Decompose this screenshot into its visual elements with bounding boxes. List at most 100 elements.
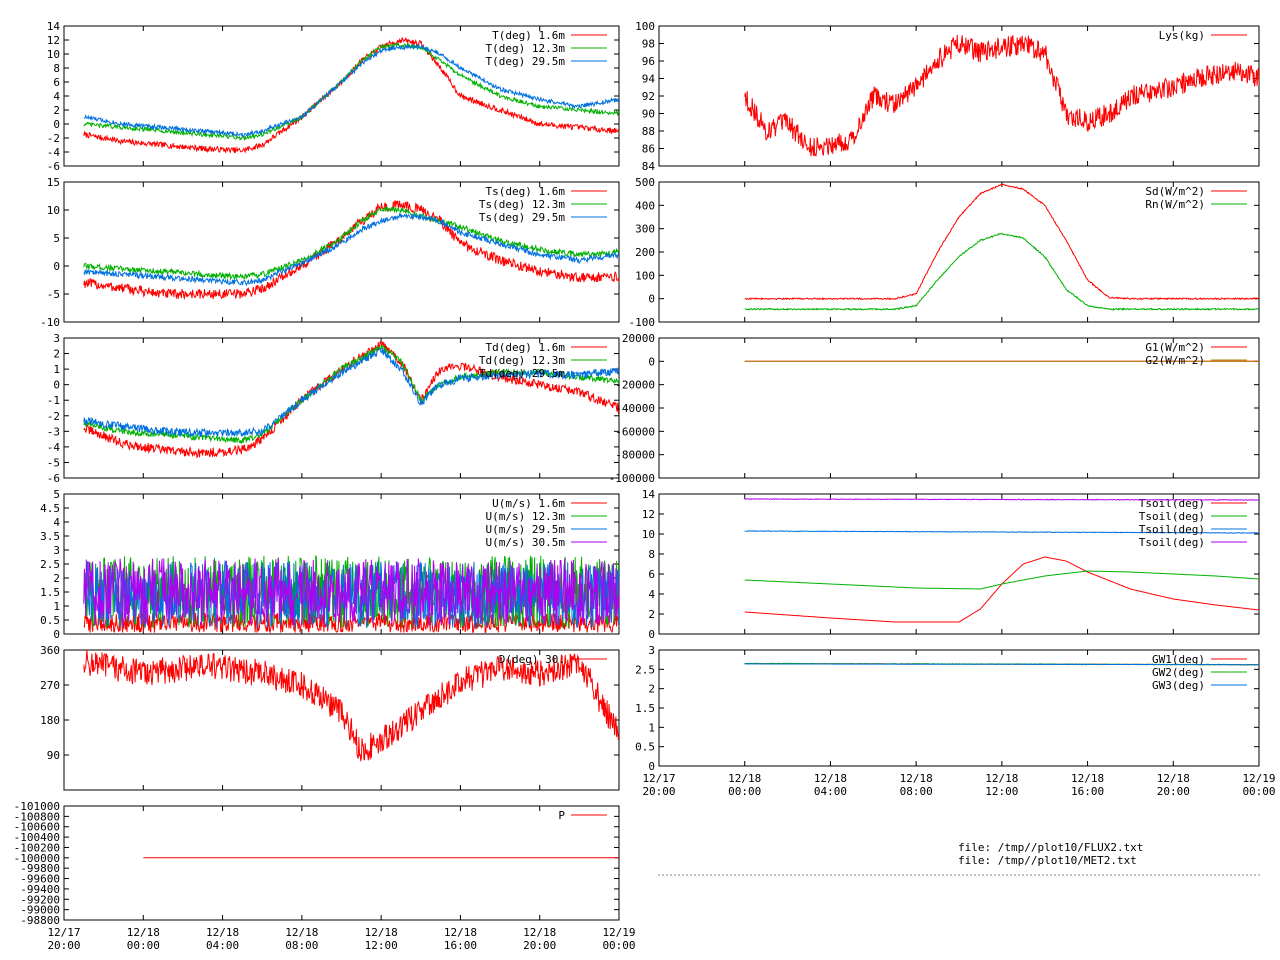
y-tick-label: -99400 bbox=[20, 883, 60, 896]
y-tick-label: 0 bbox=[53, 628, 60, 641]
x-tick-label-date: 12/18 bbox=[728, 772, 761, 785]
legend-label: Td(deg) 12.3m bbox=[479, 354, 565, 367]
y-tick-label: 84 bbox=[642, 160, 656, 173]
series-line-soil-temp-1 bbox=[744, 570, 1259, 590]
x-tick-label-time: 00:00 bbox=[1242, 785, 1275, 798]
y-tick-label: 90 bbox=[642, 108, 655, 121]
y-tick-label: 1.5 bbox=[635, 702, 655, 715]
y-tick-label: -4 bbox=[47, 146, 61, 159]
legend-label: T(deg) 29.5m bbox=[486, 55, 566, 68]
y-tick-label: 98 bbox=[642, 38, 655, 51]
y-tick-label: 3.5 bbox=[40, 530, 60, 543]
y-tick-label: 200 bbox=[635, 246, 655, 259]
series-line-sonic-temp-1 bbox=[83, 205, 619, 282]
series-line-ground-water-2 bbox=[744, 663, 1259, 666]
y-tick-label: 2 bbox=[648, 683, 655, 696]
x-tick-label-date: 12/18 bbox=[365, 926, 398, 939]
y-tick-label: -100000 bbox=[609, 472, 655, 485]
y-tick-label: -3 bbox=[47, 425, 60, 438]
series-line-radiation-0 bbox=[744, 183, 1259, 301]
x-tick-label-time: 08:00 bbox=[900, 785, 933, 798]
y-tick-label: -98800 bbox=[20, 914, 60, 927]
y-tick-label: 0.5 bbox=[40, 614, 60, 627]
x-tick-label-time: 12:00 bbox=[365, 939, 398, 952]
y-tick-label: -100400 bbox=[14, 831, 60, 844]
y-tick-label: -100800 bbox=[14, 810, 60, 823]
y-tick-label: -99200 bbox=[20, 893, 60, 906]
y-tick-label: 300 bbox=[635, 223, 655, 236]
y-tick-label: 0.5 bbox=[635, 741, 655, 754]
y-tick-label: -6 bbox=[47, 160, 60, 173]
legend-label: Tsoil(deg) bbox=[1139, 510, 1205, 523]
series-line-air-temp-1 bbox=[83, 42, 619, 142]
x-tick-label-time: 16:00 bbox=[1071, 785, 1104, 798]
y-tick-label: 8 bbox=[53, 62, 60, 75]
x-tick-label-date: 12/18 bbox=[985, 772, 1018, 785]
y-tick-label: -10 bbox=[40, 316, 60, 329]
y-tick-label: 1 bbox=[53, 600, 60, 613]
y-tick-label: 90 bbox=[47, 749, 60, 762]
y-tick-label: 96 bbox=[642, 55, 655, 68]
y-tick-label: 4 bbox=[53, 90, 60, 103]
y-tick-label: 0 bbox=[648, 355, 655, 368]
y-tick-label: 12 bbox=[47, 34, 60, 47]
y-tick-label: 5 bbox=[53, 232, 60, 245]
y-tick-label: 3 bbox=[648, 644, 655, 657]
y-tick-label: 400 bbox=[635, 199, 655, 212]
legend-label: Ts(deg) 12.3m bbox=[479, 198, 565, 211]
x-tick-label-time: 12:00 bbox=[985, 785, 1018, 798]
y-tick-label: -99800 bbox=[20, 862, 60, 875]
y-tick-label: 4.5 bbox=[40, 502, 60, 515]
legend-label: T(deg) 12.3m bbox=[486, 42, 566, 55]
x-tick-label-date: 12/18 bbox=[285, 926, 318, 939]
y-tick-label: 10 bbox=[47, 48, 60, 61]
legend-label: Sd(W/m^2) bbox=[1145, 185, 1205, 198]
y-tick-label: 360 bbox=[40, 644, 60, 657]
y-tick-label: 0 bbox=[53, 379, 60, 392]
series-line-air-temp-2 bbox=[83, 43, 619, 138]
y-tick-label: 3 bbox=[53, 332, 60, 345]
y-tick-label: 5 bbox=[53, 488, 60, 501]
x-tick-label-time: 20:00 bbox=[523, 939, 556, 952]
x-tick-label-date: 12/18 bbox=[1071, 772, 1104, 785]
chart-radiation: -100 0 100 200 300 400 500 Sd(W/m^2)Rn(W/m^2) bbox=[629, 176, 1260, 329]
legend-label: T(deg) 1.6m bbox=[492, 29, 565, 42]
y-tick-label: 88 bbox=[642, 125, 655, 138]
y-tick-label: 14 bbox=[47, 20, 61, 33]
y-tick-label: 2 bbox=[53, 572, 60, 585]
y-tick-label: -4 bbox=[47, 441, 61, 454]
y-tick-label: 12 bbox=[642, 508, 655, 521]
x-tick-label-date: 12/17 bbox=[642, 772, 675, 785]
series-line-sonic-temp-2 bbox=[83, 212, 619, 287]
legend-label: G1(W/m^2) bbox=[1145, 341, 1205, 354]
y-tick-label: 92 bbox=[642, 90, 655, 103]
x-tick-label-date: 12/19 bbox=[602, 926, 635, 939]
legend-label: Ts(deg) 29.5m bbox=[479, 211, 565, 224]
y-tick-label: 86 bbox=[642, 143, 655, 156]
series-line-radiation-1 bbox=[744, 232, 1259, 312]
chart-wind-dir: 90 180 270 360 D(deg) 30. bbox=[40, 644, 620, 791]
x-tick-label-time: 20:00 bbox=[47, 939, 80, 952]
chart-ground-flux: -100000 -80000 -60000 -40000 -20000 0 20000 G1(… bbox=[609, 332, 1260, 485]
x-tick-label-date: 12/18 bbox=[127, 926, 160, 939]
series-line-soil-temp-0 bbox=[744, 556, 1259, 623]
y-tick-label: 2 bbox=[648, 608, 655, 621]
y-tick-label: 2 bbox=[53, 104, 60, 117]
file-label-flux: file: /tmp//plot10/FLUX2.txt bbox=[958, 841, 1144, 854]
legend-label: GW2(deg) bbox=[1152, 666, 1205, 679]
y-tick-label: -100 bbox=[629, 316, 656, 329]
legend-label: U(m/s) 12.3m bbox=[486, 510, 566, 523]
x-tick-label-date: 12/18 bbox=[444, 926, 477, 939]
y-tick-label: -20000 bbox=[615, 379, 655, 392]
y-tick-label: 8 bbox=[648, 548, 655, 561]
x-tick-label-time: 00:00 bbox=[728, 785, 761, 798]
chart-soil-temp: 02468101214Tsoil(deg)Tsoil(deg)Tsoil(deg… bbox=[642, 488, 1260, 641]
series-line-dewpoint-1 bbox=[83, 344, 619, 445]
y-tick-label: 4 bbox=[53, 516, 60, 529]
x-tick-label-time: 08:00 bbox=[285, 939, 318, 952]
series-line-wind-dir-0 bbox=[83, 650, 619, 762]
legend-label: P bbox=[558, 809, 565, 822]
